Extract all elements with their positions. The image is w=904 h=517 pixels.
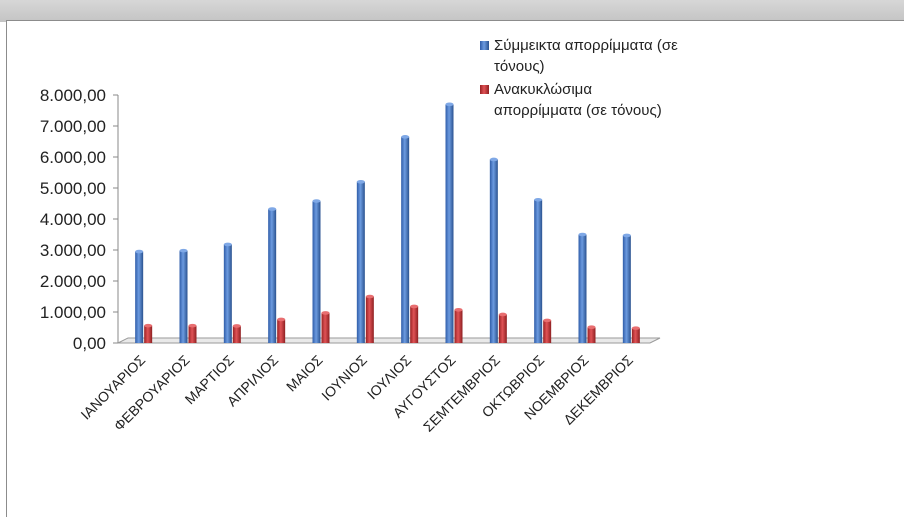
bar-recyclable-waste [498, 314, 507, 343]
bar-mixed-waste [356, 181, 365, 343]
bar-recyclable-waste [277, 319, 286, 343]
bar-mixed-waste [622, 235, 631, 343]
bar-top-recyclable-waste [188, 323, 197, 328]
y-tick-label: 8.000,00 [40, 86, 106, 105]
bar-mixed-waste [135, 251, 144, 343]
chart-frame [6, 20, 904, 517]
bar-recyclable-waste [410, 306, 419, 343]
bar-recyclable-waste [321, 312, 330, 343]
category-label: ΦΕΒΡΟΥΑΡΙΟΣ [111, 352, 193, 434]
bar-top-mixed-waste [179, 248, 188, 253]
bar-mixed-waste [534, 199, 543, 343]
bar-mixed-waste [268, 209, 277, 343]
bar-recyclable-waste [232, 325, 241, 343]
bar-top-mixed-waste [268, 207, 277, 211]
y-tick-label: 2.000,00 [40, 272, 106, 291]
bar-top-recyclable-waste [498, 312, 507, 317]
bar-mixed-waste [578, 234, 587, 343]
y-tick-label: 3.000,00 [40, 241, 106, 260]
bar-recyclable-waste [454, 309, 463, 343]
bar-recyclable-waste [365, 296, 374, 343]
legend-label: απορρίμματα (σε τόνους) [494, 102, 662, 119]
bar-top-recyclable-waste [365, 294, 374, 299]
y-tick-labels: 0,00 1.000,00 2.000,00 3.000,00 4.000,00 5.00… [40, 86, 106, 353]
category-label: ΜΑΙΟΣ [283, 352, 326, 395]
bar-top-mixed-waste [356, 180, 365, 184]
bar-top-mixed-waste [312, 199, 321, 203]
chart-axes [113, 94, 661, 344]
chart-floor [117, 337, 661, 344]
bar-top-recyclable-waste [232, 324, 241, 328]
bar-recyclable-waste [543, 320, 552, 343]
category-label: ΙΟΥΝΙΟΣ [318, 352, 370, 404]
bar-top-mixed-waste [445, 102, 454, 107]
bar-recyclable-waste [631, 328, 640, 343]
bar-mixed-waste [401, 136, 410, 343]
bar-top-recyclable-waste [631, 326, 640, 330]
bar-recyclable-waste [587, 327, 596, 343]
y-tick-label: 0,00 [73, 334, 106, 353]
bar-top-recyclable-waste [410, 304, 419, 309]
bar-recyclable-waste [144, 325, 153, 343]
category-label: ΣΕΜΤΕΜΒΡΙΟΣ [420, 352, 503, 435]
bar-mixed-waste [312, 201, 321, 343]
bar-mixed-waste [445, 104, 454, 343]
bar-top-recyclable-waste [587, 325, 596, 329]
bar-mixed-waste [179, 250, 188, 343]
bar-top-mixed-waste [489, 157, 498, 162]
window-top-bar [0, 0, 904, 22]
y-tick-label: 6.000,00 [40, 148, 106, 167]
y-tick-label: 1.000,00 [40, 303, 106, 322]
bar-top-recyclable-waste [454, 308, 463, 312]
bar-top-mixed-waste [622, 233, 631, 238]
y-tick-label: 4.000,00 [40, 210, 106, 229]
bar-top-mixed-waste [534, 197, 543, 202]
y-tick-label: 5.000,00 [40, 179, 106, 198]
legend: Σύμμεικτα απορρίμματα (σε τόνους) Ανακυκλώ… [480, 37, 678, 119]
bar-top-mixed-waste [223, 242, 232, 247]
legend-label: Ανακυκλώσιμα [494, 81, 592, 98]
bar-top-mixed-waste [401, 135, 410, 139]
bar-top-mixed-waste [578, 232, 587, 237]
bar-top-recyclable-waste [144, 323, 153, 328]
bar-top-recyclable-waste [277, 317, 286, 322]
bar-recyclable-waste [188, 325, 197, 343]
bar-mixed-waste [223, 244, 232, 343]
chart-bars [135, 102, 640, 343]
legend-label: Σύμμεικτα απορρίμματα (σε [494, 37, 678, 54]
bar-mixed-waste [489, 159, 498, 343]
legend-label: τόνους) [494, 58, 545, 75]
legend-swatch [480, 41, 489, 50]
y-tick-label: 7.000,00 [40, 117, 106, 136]
bar-top-mixed-waste [135, 249, 144, 254]
bar-top-recyclable-waste [543, 318, 552, 323]
bar-top-recyclable-waste [321, 311, 330, 315]
legend-swatch [480, 85, 489, 94]
